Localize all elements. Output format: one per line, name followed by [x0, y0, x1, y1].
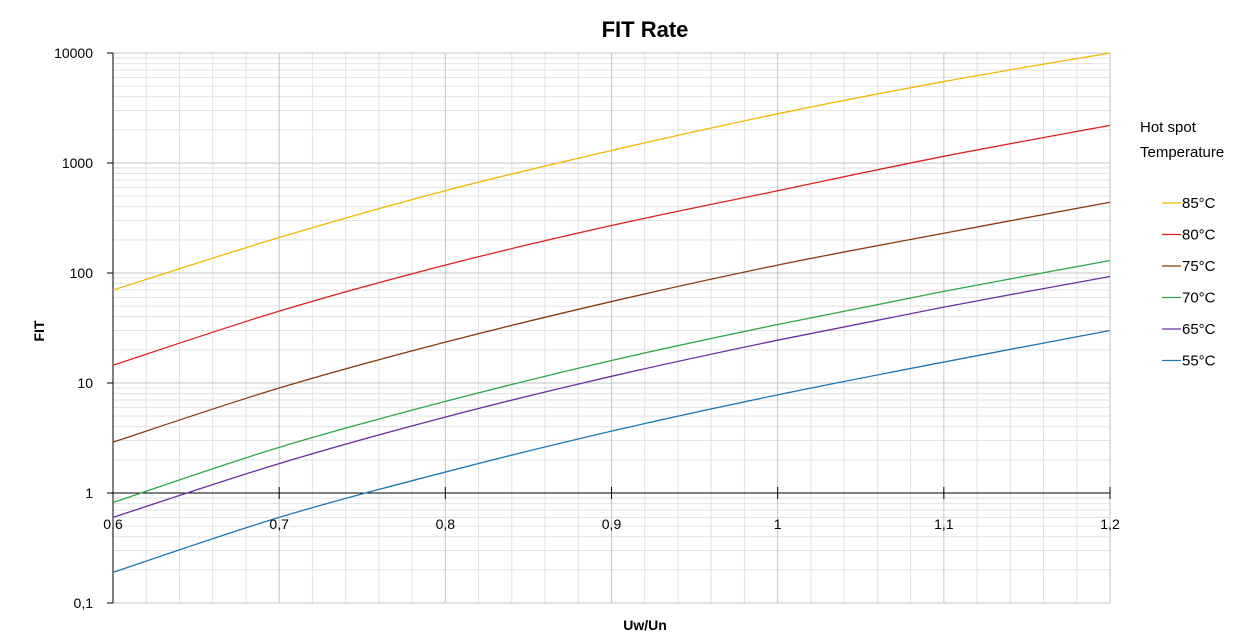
series-line-65c	[112, 275, 1111, 519]
x-tick-label: 0,7	[269, 516, 289, 532]
y-tick-label: 1000	[62, 155, 93, 171]
legend-title-line-2: Temperature	[1140, 144, 1224, 161]
series-layer	[112, 52, 1111, 573]
legend-label: 70°C	[1182, 290, 1216, 307]
x-tick-label: 0,6	[103, 516, 123, 532]
series-line-55c	[112, 329, 1111, 573]
legend-label: 80°C	[1182, 227, 1216, 244]
y-tick-label: 0,1	[74, 595, 94, 611]
y-tick-label: 1	[85, 485, 93, 501]
legend-label: 65°C	[1182, 321, 1216, 338]
legend-label: 75°C	[1182, 258, 1216, 275]
series-line-80c	[112, 124, 1111, 366]
legend-label: 55°C	[1182, 353, 1216, 370]
chart-title: FIT Rate	[602, 17, 689, 42]
x-axis-title: Uw/Un	[623, 617, 667, 633]
x-tick-label: 0,8	[436, 516, 456, 532]
axes	[107, 52, 1111, 604]
x-tick-label: 1,2	[1100, 516, 1120, 532]
x-tick-label: 1	[774, 516, 782, 532]
x-tick-label: 1,1	[934, 516, 954, 532]
legend-title-line-1: Hot spot	[1140, 119, 1197, 136]
y-tick-label: 10	[77, 375, 93, 391]
series-line-75c	[112, 201, 1111, 443]
series-line-85c	[112, 52, 1111, 291]
tick-labels: 0,1 1 10 100 1000 10000 0,6 0,7 0,8 0,9 1 1,1 1,2	[54, 45, 1120, 611]
x-tick-label: 0,9	[602, 516, 622, 532]
legend: Hot spot Temperature 85°C 80°C 75°C 70°C 65°…	[1140, 119, 1224, 370]
y-tick-label: 100	[70, 265, 94, 281]
y-axis-title: FIT	[31, 320, 47, 341]
legend-label: 85°C	[1182, 195, 1216, 212]
series-line-70c	[112, 259, 1111, 504]
y-tick-label: 10000	[54, 45, 93, 61]
